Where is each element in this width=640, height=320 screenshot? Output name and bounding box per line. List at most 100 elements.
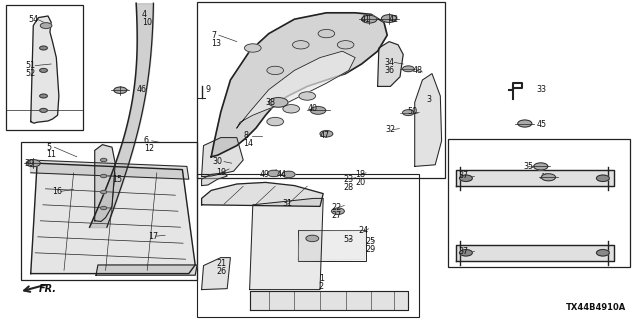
Text: 41: 41 <box>361 15 371 24</box>
Text: 19: 19 <box>216 168 227 177</box>
Polygon shape <box>250 291 408 310</box>
Circle shape <box>541 174 556 181</box>
Polygon shape <box>456 245 614 261</box>
Polygon shape <box>415 74 442 166</box>
Polygon shape <box>378 42 403 86</box>
Text: 5: 5 <box>46 143 51 152</box>
Text: 24: 24 <box>358 226 369 235</box>
Text: 15: 15 <box>112 175 122 184</box>
Polygon shape <box>202 138 243 177</box>
Text: 27: 27 <box>331 212 341 220</box>
Text: 22: 22 <box>331 204 341 212</box>
Polygon shape <box>29 160 189 179</box>
Polygon shape <box>211 13 387 157</box>
Text: 25: 25 <box>365 237 376 246</box>
Text: 9: 9 <box>205 85 211 94</box>
Text: 14: 14 <box>243 140 253 148</box>
Circle shape <box>460 175 472 181</box>
Circle shape <box>282 171 295 178</box>
Circle shape <box>518 120 532 127</box>
Text: FR.: FR. <box>38 284 56 294</box>
Text: 44: 44 <box>276 170 287 179</box>
Text: 37: 37 <box>459 247 469 256</box>
Polygon shape <box>250 198 323 290</box>
Circle shape <box>100 206 107 210</box>
Circle shape <box>26 160 40 167</box>
Circle shape <box>40 94 47 98</box>
Circle shape <box>318 29 335 38</box>
Text: 52: 52 <box>26 69 36 78</box>
Bar <box>21 142 197 280</box>
Circle shape <box>292 41 309 49</box>
Text: 50: 50 <box>408 108 418 116</box>
Circle shape <box>596 250 609 256</box>
Polygon shape <box>237 51 355 128</box>
Polygon shape <box>31 16 59 123</box>
Text: 2: 2 <box>319 282 324 291</box>
Bar <box>448 139 630 267</box>
Text: 53: 53 <box>343 236 353 244</box>
Circle shape <box>40 23 52 28</box>
Circle shape <box>320 131 333 137</box>
Text: 12: 12 <box>144 144 154 153</box>
Text: 17: 17 <box>148 232 159 241</box>
Polygon shape <box>456 170 614 186</box>
Text: 36: 36 <box>385 66 395 75</box>
Text: 45: 45 <box>536 120 547 129</box>
Circle shape <box>100 158 107 162</box>
Circle shape <box>40 108 47 112</box>
Text: 49: 49 <box>260 170 270 179</box>
Circle shape <box>267 117 284 126</box>
Text: 30: 30 <box>212 157 223 166</box>
Polygon shape <box>202 258 230 290</box>
Circle shape <box>332 208 344 214</box>
Text: 8: 8 <box>243 132 248 140</box>
Text: 43: 43 <box>540 173 550 182</box>
Polygon shape <box>202 173 227 186</box>
Text: 54: 54 <box>29 15 39 24</box>
Polygon shape <box>96 265 197 275</box>
Polygon shape <box>95 145 115 221</box>
Circle shape <box>310 107 326 114</box>
Text: 48: 48 <box>413 66 423 75</box>
Text: 28: 28 <box>343 183 353 192</box>
Circle shape <box>114 87 127 93</box>
Text: 32: 32 <box>385 125 396 134</box>
Circle shape <box>299 92 316 100</box>
Text: 26: 26 <box>216 268 227 276</box>
Circle shape <box>40 46 47 50</box>
Circle shape <box>403 66 414 72</box>
Circle shape <box>460 250 472 256</box>
Circle shape <box>268 170 280 177</box>
Bar <box>197 174 419 317</box>
Circle shape <box>306 235 319 242</box>
Text: 40: 40 <box>307 104 317 113</box>
Text: 3: 3 <box>427 95 432 104</box>
Text: 37: 37 <box>459 172 469 180</box>
Text: 18: 18 <box>355 170 365 179</box>
Circle shape <box>100 190 107 194</box>
Circle shape <box>267 66 284 75</box>
Text: 6: 6 <box>144 136 149 145</box>
Circle shape <box>100 174 107 178</box>
Text: 21: 21 <box>216 260 227 268</box>
Text: 1: 1 <box>319 274 324 283</box>
Bar <box>298 230 366 261</box>
Text: 31: 31 <box>282 199 292 208</box>
Text: TX44B4910A: TX44B4910A <box>566 303 626 312</box>
Text: 16: 16 <box>52 187 63 196</box>
Circle shape <box>283 105 300 113</box>
Text: 39: 39 <box>24 159 35 168</box>
Circle shape <box>534 163 548 170</box>
Circle shape <box>596 175 609 181</box>
Circle shape <box>403 110 414 116</box>
Text: 4: 4 <box>142 10 147 19</box>
Circle shape <box>362 15 377 23</box>
Circle shape <box>381 15 397 22</box>
Text: 11: 11 <box>46 150 56 159</box>
Bar <box>6 5 83 130</box>
Text: 20: 20 <box>355 178 365 187</box>
Polygon shape <box>31 163 195 274</box>
Polygon shape <box>298 230 366 261</box>
Circle shape <box>244 44 261 52</box>
